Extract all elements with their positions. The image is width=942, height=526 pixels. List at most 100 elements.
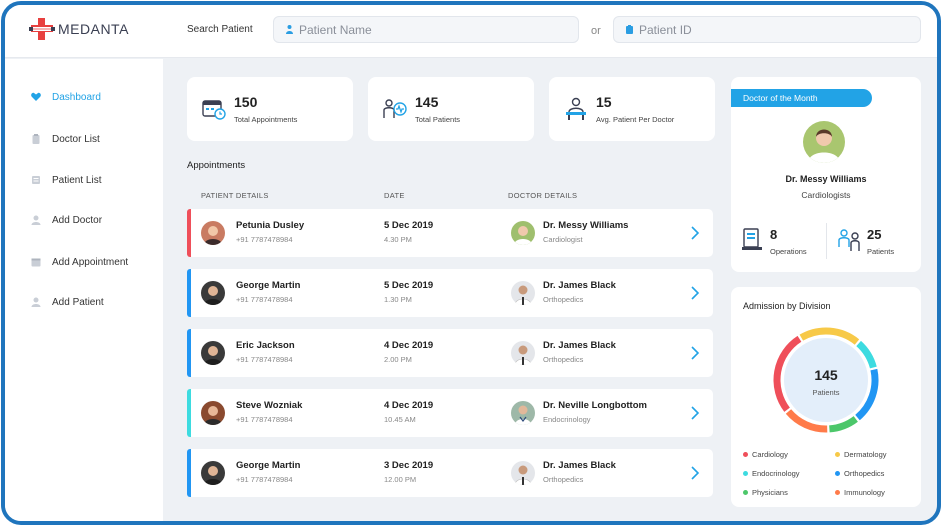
patient-phone: +91 7787478984 bbox=[236, 355, 293, 364]
legend-dot bbox=[743, 452, 748, 457]
table-row[interactable]: Petunia Dusley +91 7787478984 5 Dec 2019… bbox=[187, 209, 713, 257]
chevron-right-icon[interactable] bbox=[690, 285, 700, 301]
appointment-date: 5 Dec 2019 bbox=[384, 280, 434, 291]
patient-phone: +91 7787478984 bbox=[236, 415, 293, 424]
legend-label: Orthopedics bbox=[844, 469, 885, 478]
chevron-right-icon[interactable] bbox=[690, 465, 700, 481]
patient-phone: +91 7787478984 bbox=[236, 475, 293, 484]
sidebar-item-patient-list[interactable]: Patient List bbox=[31, 172, 101, 188]
donut-segment-immunology bbox=[785, 409, 828, 433]
patient-name: Petunia Dusley bbox=[236, 220, 305, 231]
row-accent-bar bbox=[187, 209, 191, 257]
medical-cross-icon bbox=[29, 18, 55, 40]
sidebar-item-add-appointment[interactable]: Add Appointment bbox=[31, 254, 128, 270]
stat-label: Avg. Patient Per Doctor bbox=[596, 115, 675, 124]
appointment-time: 1.30 PM bbox=[384, 295, 412, 304]
patients-label: Patients bbox=[867, 247, 895, 256]
brand-name: MEDANTA bbox=[58, 21, 129, 37]
admission-title: Admission by Division bbox=[743, 301, 831, 311]
sidebar-item-label: Dashboard bbox=[52, 91, 101, 103]
stat-card-appointments: 150 Total Appointments bbox=[187, 77, 353, 141]
legend-label: Immunology bbox=[844, 488, 885, 497]
row-accent-bar bbox=[187, 329, 191, 377]
stat-label: Total Appointments bbox=[234, 115, 298, 124]
doctor-specialty: Endocrinology bbox=[543, 415, 591, 424]
operations-label: Operations bbox=[770, 247, 807, 256]
heart-icon bbox=[31, 92, 41, 101]
patient-name-input[interactable] bbox=[299, 22, 539, 37]
legend-dot bbox=[835, 471, 840, 476]
legend-label: Dermatology bbox=[844, 450, 887, 459]
appointment-time: 12.00 PM bbox=[384, 475, 417, 484]
brand-logo[interactable]: MEDANTA bbox=[29, 16, 129, 42]
sidebar-item-dashboard[interactable]: Dashboard bbox=[31, 89, 101, 105]
donut-segment-orthopedics bbox=[855, 368, 879, 421]
patients-icon bbox=[383, 99, 407, 118]
stats-divider bbox=[826, 223, 827, 259]
chevron-right-icon[interactable] bbox=[690, 345, 700, 361]
sidebar-item-add-doctor[interactable]: Add Doctor bbox=[31, 212, 102, 228]
doctor-of-month-name: Dr. Messy Williams bbox=[785, 174, 867, 184]
table-row[interactable]: Eric Jackson +91 7787478984 4 Dec 2019 2… bbox=[187, 329, 713, 377]
doctor-specialty: Orthopedics bbox=[543, 355, 584, 364]
sidebar-item-label: Patient List bbox=[52, 174, 102, 186]
search-patient-label: Search Patient bbox=[187, 24, 253, 35]
sidebar-item-label: Doctor List bbox=[52, 133, 100, 145]
stat-card-avg-patient: 15 Avg. Patient Per Doctor bbox=[549, 77, 715, 141]
clipboard-icon bbox=[32, 134, 40, 144]
doctor-of-month-card: Doctor of the Month Dr. Messy Williams C… bbox=[731, 77, 921, 272]
patient-name-field[interactable] bbox=[273, 16, 579, 43]
chevron-right-icon[interactable] bbox=[690, 225, 700, 241]
doctor-specialty: Cardiologist bbox=[543, 235, 583, 244]
admission-donut-chart: 145 Patients bbox=[773, 327, 879, 433]
sidebar-item-add-patient[interactable]: Add Patient bbox=[31, 294, 104, 310]
legend-item-dermatology: Dermatology bbox=[835, 450, 887, 459]
patient-id-input[interactable] bbox=[639, 22, 879, 37]
appointments-title: Appointments bbox=[187, 160, 246, 171]
person-icon bbox=[286, 25, 293, 34]
legend-label: Endocrinology bbox=[752, 469, 800, 478]
legend-item-orthopedics: Orthopedics bbox=[835, 469, 884, 478]
chevron-right-icon[interactable] bbox=[690, 405, 700, 421]
top-bar: MEDANTA Search Patient or bbox=[5, 5, 937, 58]
appointment-time: 2.00 PM bbox=[384, 355, 412, 364]
stat-value: 15 bbox=[596, 94, 612, 110]
legend-item-cardiology: Cardiology bbox=[743, 450, 788, 459]
or-label: or bbox=[591, 25, 601, 37]
patient-name: Steve Wozniak bbox=[236, 400, 303, 411]
doctor-photo bbox=[803, 121, 845, 163]
appointment-date: 4 Dec 2019 bbox=[384, 400, 434, 411]
legend-dot bbox=[743, 471, 748, 476]
col-header-patient: PATIENT DETAILS bbox=[201, 191, 269, 200]
patient-avatar bbox=[201, 341, 225, 365]
row-accent-bar bbox=[187, 389, 191, 437]
table-row[interactable]: George Martin +91 7787478984 3 Dec 2019 … bbox=[187, 449, 713, 497]
list-icon bbox=[32, 176, 40, 184]
doctor-specialty: Orthopedics bbox=[543, 475, 584, 484]
table-row[interactable]: Steve Wozniak +91 7787478984 4 Dec 2019 … bbox=[187, 389, 713, 437]
appointment-date: 3 Dec 2019 bbox=[384, 460, 434, 471]
id-card-icon bbox=[626, 25, 633, 34]
patient-phone: +91 7787478984 bbox=[236, 295, 293, 304]
patient-id-field[interactable] bbox=[613, 16, 921, 43]
doctor-name: Dr. James Black bbox=[543, 460, 616, 471]
doctor-name: Dr. James Black bbox=[543, 280, 616, 291]
sidebar-item-doctor-list[interactable]: Doctor List bbox=[31, 131, 100, 147]
col-header-doctor: DOCTOR DETAILS bbox=[508, 191, 578, 200]
patients-group-icon bbox=[838, 229, 860, 251]
legend-dot bbox=[835, 452, 840, 457]
patient-avatar bbox=[201, 461, 225, 485]
doctor-name: Dr. Neville Longbottom bbox=[543, 400, 647, 411]
donut-segment-physicians bbox=[828, 416, 858, 433]
row-accent-bar bbox=[187, 269, 191, 317]
sidebar-item-label: Add Patient bbox=[52, 296, 104, 308]
legend-dot bbox=[835, 490, 840, 495]
patient-name: George Martin bbox=[236, 460, 301, 471]
legend-item-endocrinology: Endocrinology bbox=[743, 469, 800, 478]
doctor-avatar bbox=[511, 461, 535, 485]
table-row[interactable]: George Martin +91 7787478984 5 Dec 2019 … bbox=[187, 269, 713, 317]
operations-icon bbox=[742, 228, 762, 250]
legend-item-immunology: Immunology bbox=[835, 488, 885, 497]
donut-segment-cardiology bbox=[773, 335, 802, 412]
